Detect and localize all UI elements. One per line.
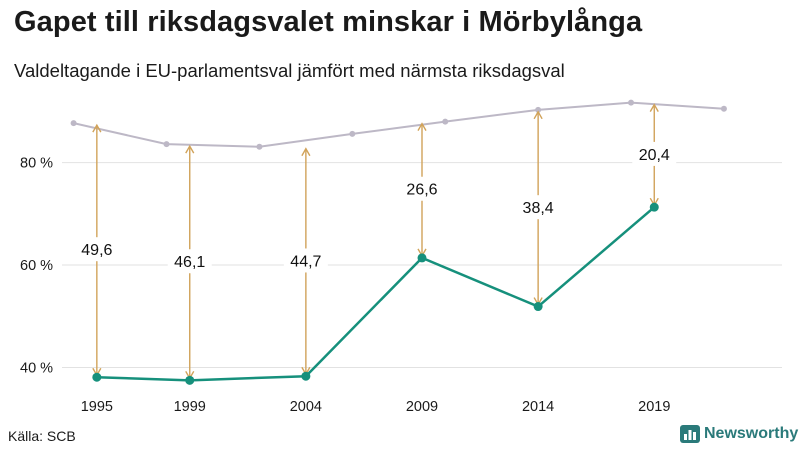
- gap-arrowhead-top: [185, 144, 195, 154]
- gap-label: 26,6: [406, 182, 437, 199]
- eu-point: [185, 375, 195, 385]
- gap-label: 38,4: [523, 200, 554, 217]
- gap-arrowhead-top: [649, 103, 659, 113]
- gap-label-bg: [167, 249, 212, 274]
- riksdag-point: [70, 120, 77, 127]
- eu-point: [301, 371, 311, 381]
- gap-label-bg: [74, 237, 119, 262]
- x-tick-label: 1999: [174, 399, 206, 415]
- riksdag-series-line: [73, 101, 725, 148]
- gap-label: 44,7: [290, 253, 321, 270]
- y-tick-label: 60 %: [20, 258, 53, 274]
- bar-chart-icon: [680, 425, 700, 443]
- gap-arrowhead-top: [533, 110, 543, 120]
- chart-subtitle: Valdeltagande i EU-parlamentsval jämfört…: [14, 60, 565, 81]
- gap-label-bg: [632, 141, 677, 166]
- eu-point: [417, 253, 427, 263]
- y-tick-label: 80 %: [20, 156, 53, 172]
- x-tick-label: 1995: [81, 399, 113, 415]
- gap-label-bg: [516, 195, 561, 220]
- brand-logo: Newsworthy: [680, 425, 798, 443]
- source-note: Källa: SCB: [8, 428, 76, 444]
- riksdag-point: [256, 143, 263, 150]
- riksdag-point: [163, 141, 170, 148]
- gap-label: 46,1: [174, 254, 205, 271]
- eu-point: [92, 372, 102, 382]
- riksdag-point: [442, 118, 449, 125]
- brand-name: Newsworthy: [704, 425, 799, 442]
- x-tick-label: 2009: [406, 399, 438, 415]
- x-tick-label: 2004: [290, 399, 322, 415]
- chart-title: Gapet till riksdagsvalet minskar i Mörby…: [14, 6, 643, 38]
- y-tick-label: 40 %: [20, 361, 53, 377]
- x-tick-label: 2019: [638, 399, 670, 415]
- gap-arrowhead-top: [92, 123, 102, 133]
- riksdag-point: [349, 130, 356, 137]
- gap-arrowhead-top: [417, 122, 427, 131]
- eu-point: [533, 302, 543, 312]
- eu-point: [649, 202, 659, 212]
- gap-arrowhead-top: [301, 147, 311, 157]
- gap-label-bg: [400, 176, 444, 201]
- gap-label: 49,6: [81, 242, 112, 259]
- x-tick-label: 2014: [522, 399, 554, 415]
- gap-label-bg: [283, 248, 328, 273]
- riksdag-point: [720, 105, 727, 112]
- gap-label: 20,4: [639, 147, 670, 164]
- riksdag-point: [628, 99, 635, 106]
- eu-series-line: [96, 206, 656, 382]
- riksdag-point: [535, 106, 542, 113]
